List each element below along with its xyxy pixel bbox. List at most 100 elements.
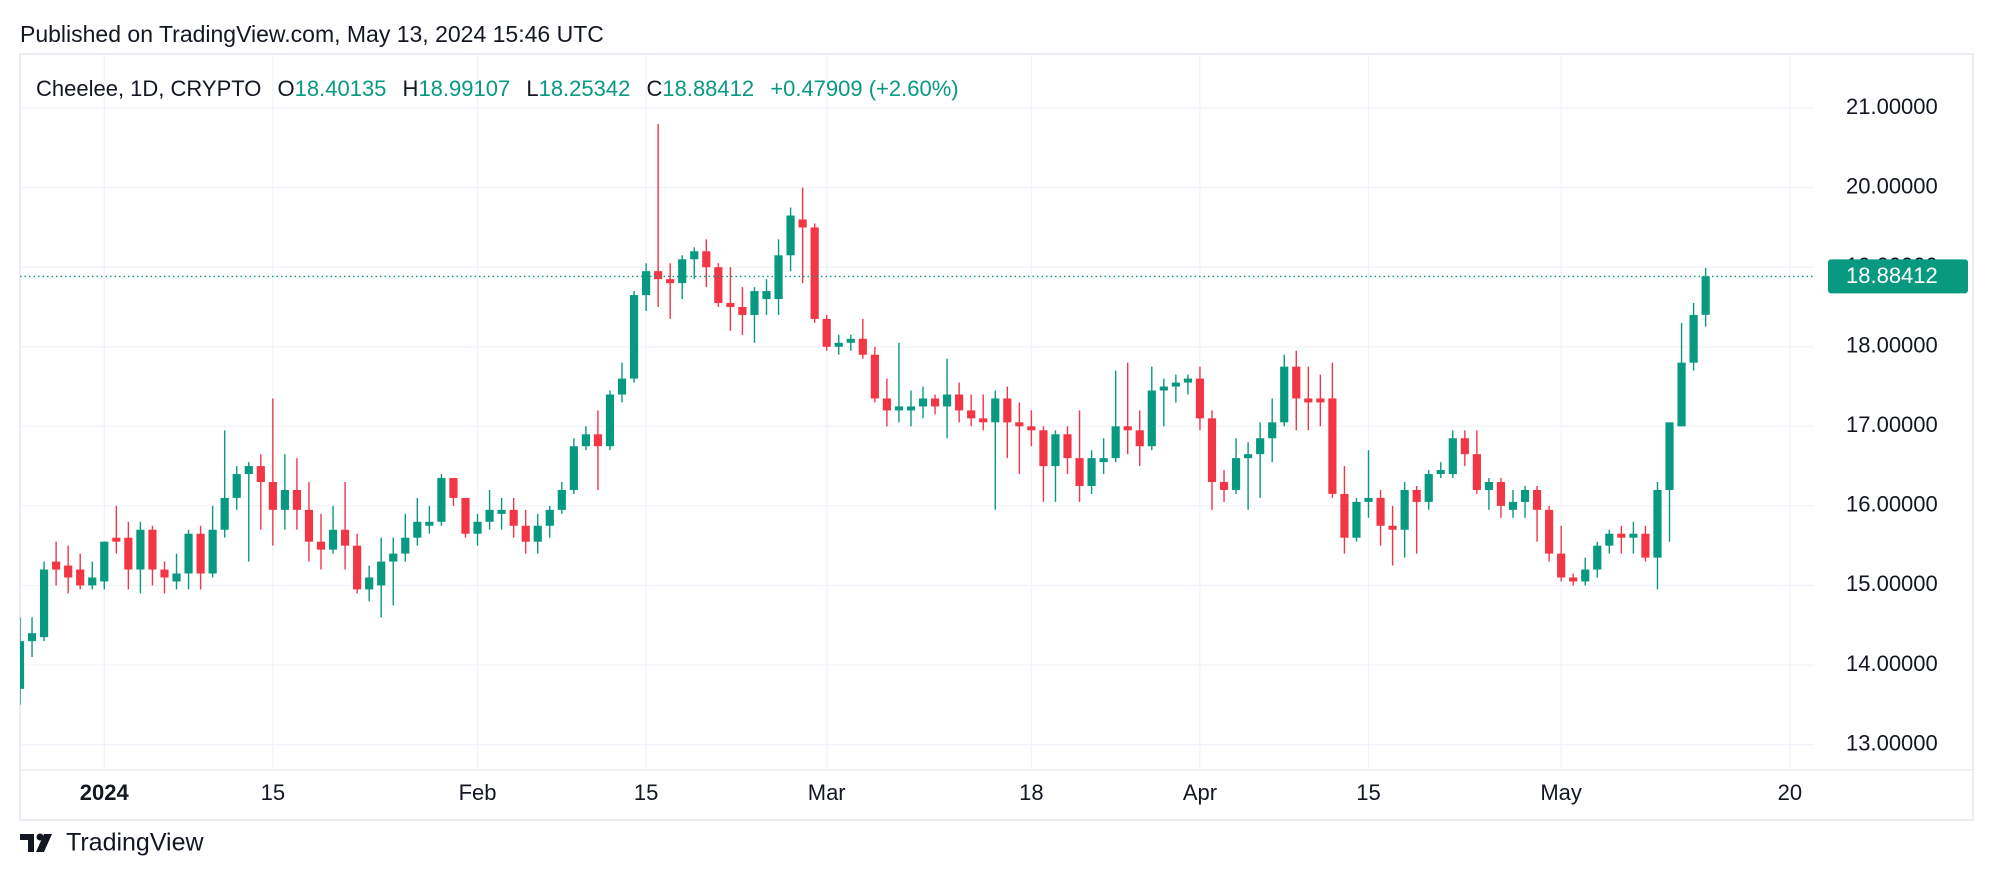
open-value: 18.40135 [295,76,387,101]
candle-body [786,215,795,256]
candle-body [714,267,723,304]
candle-body [1641,533,1650,558]
candle-body [738,306,747,315]
candle-body [1147,390,1156,447]
candle-body [485,509,494,522]
candle-body [449,478,458,498]
candle-body [1280,366,1289,423]
x-tick-label: Mar [808,780,846,805]
y-tick-label: 20.00000 [1846,173,1938,198]
close-label: C [646,76,662,101]
candle-body [1448,438,1457,475]
candle-body [1063,434,1072,459]
candle-body [316,541,326,550]
x-tick-label: Feb [459,780,497,805]
candle-body [1581,569,1590,582]
candle-body [425,521,434,526]
candle-body [1701,276,1710,315]
candle-body [1689,314,1698,363]
candle-body [967,410,976,419]
candle-body [1364,497,1373,502]
candle-body [834,342,843,347]
candle-body [232,474,241,498]
candle-body [1231,458,1241,490]
candle-body [1111,426,1120,459]
brand-name: TradingView [66,829,205,857]
candle-body [461,497,470,534]
candle-body [605,394,615,447]
y-tick-label: 13.00000 [1846,730,1938,755]
candle-body [88,577,97,586]
candle-body [20,641,25,689]
candle-body [1557,553,1566,578]
candle-body [328,529,338,550]
candle-body [762,291,771,300]
candle-body [1183,378,1192,383]
candle-body [1484,482,1494,490]
x-tick-label: 2024 [80,780,130,805]
candle-body [1135,430,1144,447]
last-price-label: 18.88412 [1846,263,1938,288]
candle-body [196,533,205,574]
x-tick-label: Apr [1183,780,1217,805]
candle-body [545,509,554,526]
candle-body [39,569,49,638]
candle-body [377,561,386,586]
chart-frame [19,53,1974,821]
candle-body [1436,470,1445,475]
candle-body [654,271,663,280]
candle-body [437,478,446,522]
candle-body [52,561,61,570]
candle-body [521,525,530,542]
grid [20,54,1814,770]
candle-body [208,529,217,574]
candle-body [846,338,855,343]
candle-body [1099,458,1108,463]
candle-body [473,521,482,534]
candle-body [365,577,374,590]
candle-body [569,446,578,490]
close-value: 18.88412 [662,76,754,101]
candle-body [629,295,639,379]
candle-body [593,434,603,447]
candle-body [1545,509,1554,554]
x-tick-label: 20 [1778,780,1802,805]
candle-body [353,545,362,590]
candle-body [172,573,181,582]
y-tick-label: 17.00000 [1846,412,1938,437]
candle-body [1376,497,1385,526]
candle-body [1087,458,1096,486]
candle-body [918,398,928,407]
candle-body [690,251,699,260]
candle-body [184,533,193,574]
candle-body [666,279,675,284]
candle-body [148,529,157,570]
candle-body [1352,501,1361,538]
x-tick-label: 15 [1356,780,1380,805]
candle-body [1051,434,1060,467]
candle-body [1496,482,1506,506]
candle-body [1195,378,1205,419]
y-tick-label: 14.00000 [1846,651,1938,676]
candle-body [1268,422,1277,439]
candle-body [1472,454,1481,490]
candle-body [1171,382,1180,387]
open-label: O [278,76,295,101]
candle-body [642,271,651,296]
candle-body [1159,386,1168,391]
candle-body [702,251,711,268]
candle-body [268,482,277,510]
candle-body [533,525,542,542]
axes: 13.00000 14.00000 15.00000 16.00000 17.00000… [20,94,1968,805]
low-label: L [526,76,538,101]
candle-body [979,418,988,423]
candle-body [497,509,506,514]
candle-body [906,406,916,411]
candle-body [160,569,169,578]
candle-body [822,318,831,347]
candle-body [1593,545,1602,570]
candle-body [1304,398,1313,403]
candle-body [1207,418,1217,483]
